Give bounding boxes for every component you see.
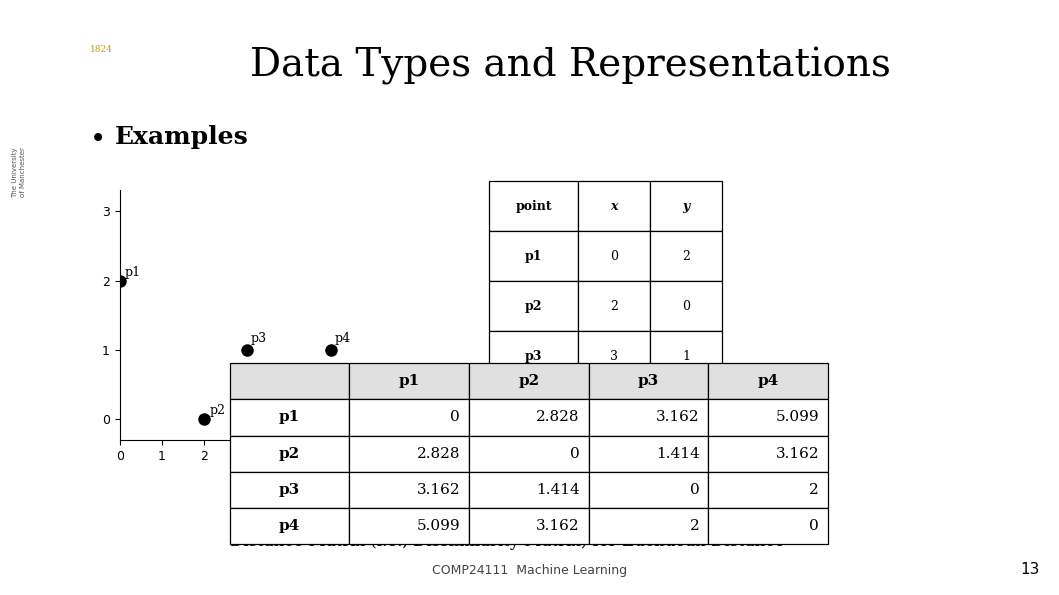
- Text: 1824: 1824: [90, 45, 112, 54]
- Text: 3.162: 3.162: [536, 519, 580, 533]
- Text: 13: 13: [1021, 562, 1040, 577]
- Text: 0: 0: [450, 411, 461, 424]
- Bar: [489, 181, 578, 231]
- Bar: [489, 281, 578, 331]
- Text: p1: p1: [125, 266, 141, 279]
- Text: 0: 0: [610, 250, 617, 263]
- Bar: [489, 331, 578, 381]
- Bar: [230, 508, 349, 544]
- Bar: [589, 508, 708, 544]
- Bar: [230, 399, 349, 436]
- Bar: [650, 331, 722, 381]
- Text: 2.828: 2.828: [416, 447, 461, 461]
- Text: 0: 0: [689, 483, 700, 497]
- Bar: [650, 231, 722, 281]
- Bar: [469, 508, 589, 544]
- Text: p3: p3: [250, 332, 266, 345]
- Bar: [650, 281, 722, 331]
- Text: 0: 0: [570, 447, 580, 461]
- Bar: [589, 472, 708, 508]
- Text: The University
of Manchester: The University of Manchester: [13, 147, 25, 198]
- Text: y: y: [682, 200, 689, 213]
- Text: Data Matrix: Data Matrix: [560, 327, 670, 345]
- Text: •: •: [90, 125, 106, 153]
- Text: 2: 2: [689, 519, 700, 533]
- Text: p3: p3: [638, 374, 660, 388]
- Bar: [578, 381, 650, 431]
- Bar: [708, 508, 828, 544]
- Text: p2: p2: [519, 374, 539, 388]
- Bar: [349, 508, 469, 544]
- Text: p2: p2: [280, 447, 300, 461]
- Bar: [578, 331, 650, 381]
- Bar: [708, 472, 828, 508]
- Bar: [589, 436, 708, 472]
- Text: 1: 1: [682, 400, 690, 413]
- Bar: [469, 436, 589, 472]
- Text: point: point: [516, 200, 552, 213]
- Text: 1.414: 1.414: [656, 447, 700, 461]
- Bar: [578, 181, 650, 231]
- Text: 2: 2: [610, 300, 617, 313]
- Text: 3: 3: [610, 350, 617, 363]
- Text: p2: p2: [525, 300, 542, 313]
- Text: MANCHEsTER: MANCHEsTER: [58, 20, 144, 29]
- Text: 2.828: 2.828: [536, 411, 580, 424]
- Text: COMP24111  Machine Learning: COMP24111 Machine Learning: [432, 564, 628, 577]
- Bar: [230, 363, 349, 399]
- Text: p4: p4: [757, 374, 779, 388]
- Text: p4: p4: [525, 400, 542, 413]
- Text: 3.162: 3.162: [416, 483, 461, 497]
- Text: p4: p4: [335, 332, 351, 345]
- Text: 5.099: 5.099: [416, 519, 461, 533]
- Text: 2: 2: [682, 250, 690, 263]
- Bar: [349, 363, 469, 399]
- Text: 0: 0: [809, 519, 820, 533]
- Text: 2: 2: [809, 483, 820, 497]
- Bar: [349, 472, 469, 508]
- Text: p1: p1: [398, 374, 420, 388]
- Bar: [230, 472, 349, 508]
- Bar: [489, 381, 578, 431]
- Bar: [489, 231, 578, 281]
- Bar: [708, 436, 828, 472]
- Bar: [349, 436, 469, 472]
- Bar: [469, 363, 589, 399]
- Bar: [230, 436, 349, 472]
- Text: Examples: Examples: [115, 125, 249, 149]
- Bar: [578, 231, 650, 281]
- Text: 5.099: 5.099: [775, 411, 820, 424]
- Text: p1: p1: [279, 411, 301, 424]
- Text: p3: p3: [525, 350, 542, 363]
- Bar: [708, 399, 828, 436]
- Text: p3: p3: [279, 483, 301, 497]
- Bar: [650, 381, 722, 431]
- Bar: [589, 399, 708, 436]
- Bar: [650, 181, 722, 231]
- Text: 3.162: 3.162: [656, 411, 700, 424]
- Text: 1: 1: [682, 350, 690, 363]
- Text: x: x: [610, 200, 617, 213]
- Bar: [349, 399, 469, 436]
- Text: p1: p1: [525, 250, 542, 263]
- Text: p2: p2: [210, 404, 226, 417]
- Bar: [469, 399, 589, 436]
- Text: 1.414: 1.414: [536, 483, 580, 497]
- Bar: [578, 281, 650, 331]
- Text: Data Types and Representations: Data Types and Representations: [250, 47, 891, 85]
- Bar: [708, 363, 828, 399]
- Text: 0: 0: [682, 300, 690, 313]
- Text: 3.162: 3.162: [775, 447, 820, 461]
- Text: p4: p4: [279, 519, 301, 533]
- Bar: [589, 363, 708, 399]
- Text: Distance Matrix (i.e., Dissimilarity Matrix) for Euclidean Distance: Distance Matrix (i.e., Dissimilarity Mat…: [230, 533, 785, 550]
- Text: 5: 5: [610, 400, 617, 413]
- Bar: [469, 472, 589, 508]
